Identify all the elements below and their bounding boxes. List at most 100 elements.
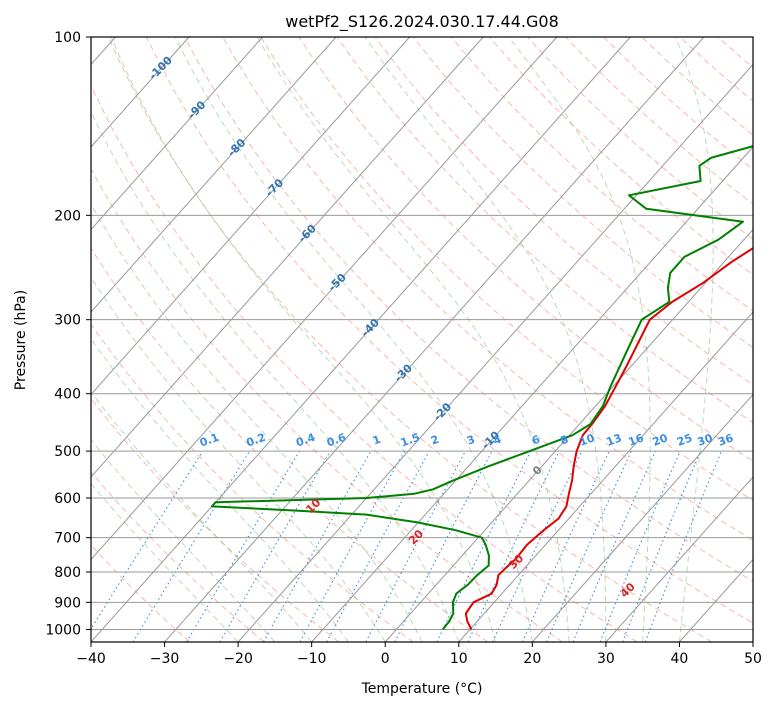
dry-adiabat [184, 37, 753, 582]
mixing-ratio-line [219, 450, 331, 642]
mixing-ratio-label: 30 [696, 431, 715, 449]
isotherm [91, 37, 558, 561]
mixing-ratio-line [132, 450, 251, 642]
x-tick-label: 50 [744, 651, 762, 667]
x-tick-label: −30 [150, 651, 180, 667]
dry-adiabat [412, 37, 753, 349]
y-tick-label: 400 [54, 387, 81, 403]
mixing-ratio-line [644, 450, 722, 642]
y-tick-label: 700 [54, 531, 81, 547]
x-tick-label: 0 [381, 651, 390, 667]
isotherm [91, 37, 484, 478]
chart-title: wetPf2_S126.2024.030.17.44.G08 [285, 12, 559, 32]
y-tick-label: 900 [54, 595, 81, 611]
dry-adiabat [451, 37, 753, 312]
mixing-ratio-label: 13 [605, 431, 624, 448]
dewpoint-profile [210, 145, 753, 631]
dry-adiabat [108, 37, 713, 642]
isotherm [91, 37, 190, 148]
isotherm [311, 146, 753, 642]
x-tick-label: −10 [297, 651, 327, 667]
y-tick-label: 100 [54, 30, 81, 46]
isotherm [91, 37, 263, 231]
dry-adiabat [91, 84, 638, 642]
mixing-ratio-line [467, 450, 560, 642]
plot-frame [90, 36, 754, 643]
moist-adiabat [256, 37, 570, 642]
moist-adiabat [674, 37, 714, 642]
mixing-ratio-label: 0.6 [325, 431, 348, 450]
moist-adiabat [91, 337, 349, 642]
mixing-ratio-label: 4 [492, 433, 504, 448]
y-tick-label: 300 [54, 313, 81, 329]
mixing-ratio-label: 6 [530, 433, 542, 448]
isotherm [91, 37, 411, 396]
moist-adiabat [91, 110, 460, 642]
y-tick-label: 500 [54, 444, 81, 460]
moist-adiabat [91, 203, 423, 642]
mixing-ratio-label: 2 [429, 433, 441, 448]
isotherm [164, 37, 705, 642]
mixing-ratio-label: 1 [371, 433, 383, 448]
dry-adiabat [91, 323, 414, 642]
mixing-ratio-label: 0.4 [294, 431, 317, 450]
x-tick-label: 40 [671, 651, 689, 667]
moist-adiabat [91, 482, 239, 642]
mixing-ratio-line [263, 450, 372, 642]
dry-adiabat [146, 37, 753, 624]
dry-adiabat [91, 168, 563, 642]
mixing-ratio-label: 0.2 [245, 431, 268, 450]
mixing-ratio-line [492, 450, 583, 642]
x-tick-label: 20 [523, 651, 541, 667]
dry-adiabat [374, 37, 753, 386]
moist-adiabat [110, 37, 497, 642]
mixing-ratio-line [599, 450, 681, 642]
moist-adiabat [91, 438, 276, 642]
moist-adiabat [174, 37, 533, 642]
moist-adiabat [364, 37, 607, 642]
dry-adiabat [336, 37, 753, 424]
y-tick-label: 1000 [45, 622, 81, 638]
x-tick-label: 30 [597, 651, 615, 667]
dry-adiabat [91, 247, 489, 642]
mixing-ratio-line [622, 450, 702, 642]
mixing-ratio-line [521, 450, 610, 642]
moist-adiabat [91, 276, 386, 642]
mixing-ratio-label: 16 [627, 431, 646, 449]
temperature-profile [464, 246, 753, 630]
x-tick-label: 10 [450, 651, 468, 667]
mixing-ratio-label: 25 [675, 431, 694, 448]
dry-adiabat [222, 37, 753, 541]
moist-adiabat [508, 37, 651, 642]
mixing-ratio-line [572, 450, 657, 642]
isotherm [458, 311, 753, 642]
isotherm [384, 228, 753, 642]
isotherm [531, 393, 753, 642]
mixing-ratio-label: 36 [716, 431, 735, 449]
y-tick-label: 200 [54, 208, 81, 224]
mixing-ratio-line [326, 450, 430, 642]
y-tick-label: 600 [54, 491, 81, 507]
dry-adiabat [527, 37, 753, 240]
mixing-ratio-label: 1.5 [399, 431, 422, 450]
dry-adiabat [260, 37, 753, 501]
x-tick-label: −40 [76, 651, 106, 667]
mixing-ratio-label: 0.1 [198, 431, 221, 450]
dry-adiabat [489, 37, 753, 276]
x-axis-label: Temperature (°C) [361, 681, 483, 697]
mixing-ratio-line [546, 450, 632, 642]
y-axis-label: Pressure (hPa) [13, 290, 29, 390]
mixing-ratio-label: 10 [577, 431, 596, 449]
isotherm [91, 37, 337, 313]
isotherm [91, 37, 631, 642]
x-tick-label: −20 [223, 651, 253, 667]
mixing-ratio-label: 20 [651, 431, 670, 449]
isotherm [237, 63, 753, 642]
mixing-ratio-line [91, 450, 204, 630]
mixing-ratio-label: 8 [558, 433, 570, 448]
isotherm [605, 476, 753, 642]
mixing-ratio-line [186, 450, 300, 642]
y-tick-label: 800 [54, 565, 81, 581]
